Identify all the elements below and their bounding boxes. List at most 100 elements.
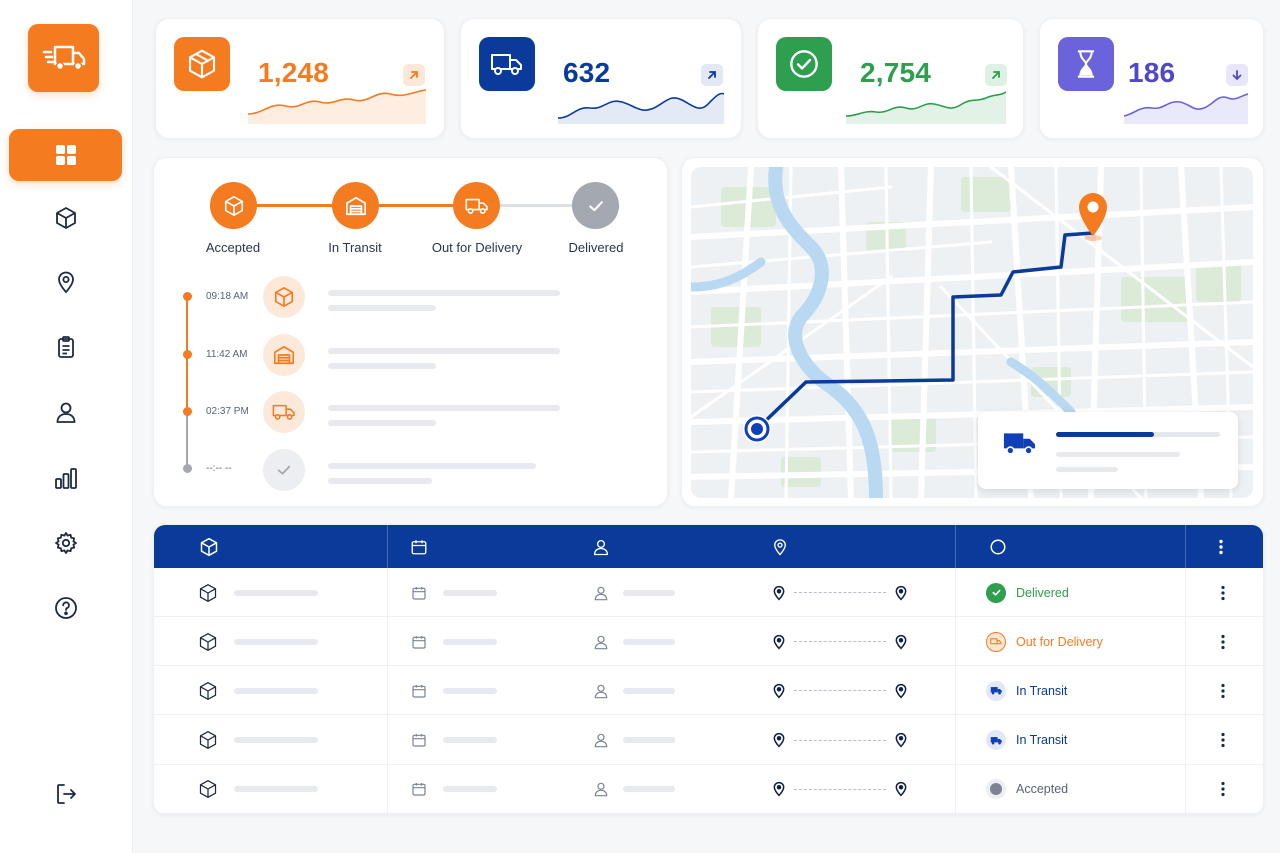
truck-icon [990, 687, 1002, 695]
row-actions-button[interactable] [1220, 765, 1226, 814]
map-pin-icon [895, 683, 907, 699]
status-cell: Out for Delivery [986, 617, 1103, 666]
nav-shipments[interactable] [9, 192, 122, 244]
box-icon [199, 681, 217, 700]
map-pin-icon [773, 683, 785, 699]
more-vertical-icon [1219, 539, 1223, 554]
status-cell: Accepted [986, 765, 1068, 814]
warehouse-icon [274, 345, 294, 365]
app-logo[interactable] [28, 24, 99, 92]
timeline-dot [183, 292, 192, 301]
row-actions-button[interactable] [1220, 617, 1226, 666]
map-pin-icon [773, 634, 785, 650]
row-actions-button[interactable] [1220, 716, 1226, 765]
date-cell [411, 765, 497, 814]
box-icon [200, 537, 218, 556]
route-progress-track [1056, 432, 1220, 437]
placeholder-line [623, 638, 675, 645]
more-vertical-icon [1221, 634, 1225, 649]
table-row[interactable]: In Transit [154, 666, 1263, 716]
placeholder-line [328, 363, 436, 369]
route-cell [772, 617, 908, 666]
bar-chart-icon [54, 468, 77, 489]
kpi-card-delivered[interactable]: 2,754 [757, 18, 1024, 139]
nav-customers[interactable] [9, 386, 122, 438]
map-pin-icon [773, 782, 785, 797]
settings-icon [54, 532, 77, 554]
column-header-route[interactable] [771, 525, 789, 568]
row-actions-button[interactable] [1220, 666, 1226, 715]
status-label: In Transit [1016, 683, 1068, 698]
customer-cell [593, 716, 675, 765]
user-icon [56, 402, 75, 423]
dashboard-grid-icon [55, 145, 76, 165]
column-header-date[interactable] [410, 525, 428, 568]
nav-orders[interactable] [9, 321, 122, 373]
table-row[interactable]: Out for Delivery [154, 617, 1263, 667]
nav-locations[interactable] [9, 256, 122, 308]
calendar-icon [412, 635, 426, 649]
placeholder-line [328, 348, 560, 354]
box-icon [199, 632, 217, 651]
package-cell [198, 666, 318, 715]
logout-button[interactable] [9, 768, 122, 820]
kpi-card-total[interactable]: 1,248 [155, 18, 445, 139]
map-pin-icon [773, 585, 785, 601]
nav-analytics[interactable] [9, 452, 122, 504]
placeholder-line [1056, 467, 1118, 472]
placeholder-line [623, 589, 675, 596]
kpi-sparkline [558, 92, 724, 124]
header-divider [387, 525, 388, 568]
sidebar [0, 0, 133, 853]
user-icon [594, 586, 608, 600]
column-header-status[interactable] [989, 525, 1007, 568]
nav-dashboard[interactable] [9, 129, 122, 181]
step-out-for-delivery [453, 182, 500, 229]
kpi-icon-badge [174, 37, 230, 91]
box-icon [199, 583, 217, 602]
timeline-time: --:-- -- [206, 463, 232, 474]
column-header-customer[interactable] [592, 525, 610, 568]
row-actions-button[interactable] [1220, 568, 1226, 617]
date-cell [411, 716, 497, 765]
truck-icon [1003, 433, 1035, 455]
timeline-icon [263, 334, 305, 376]
column-header-actions[interactable] [1218, 525, 1224, 568]
customer-cell [593, 666, 675, 715]
nav-help[interactable] [9, 582, 122, 634]
calendar-icon [412, 783, 426, 796]
placeholder-line [328, 463, 536, 469]
table-row[interactable]: Accepted [154, 765, 1263, 814]
user-icon [594, 733, 608, 748]
placeholder-line [623, 687, 675, 694]
kpi-icon-badge [1058, 37, 1114, 91]
status-label: Accepted [1016, 782, 1069, 797]
truck-icon [42, 45, 85, 71]
package-cell [198, 765, 318, 814]
kpi-value: 186 [1128, 57, 1176, 88]
table-header [154, 525, 1263, 568]
kpi-card-in-transit[interactable]: 632 [460, 18, 742, 139]
dot-icon [990, 783, 1002, 796]
column-header-package[interactable] [199, 525, 219, 568]
box-icon [224, 195, 243, 216]
kpi-icon-badge [479, 37, 535, 91]
placeholder-line [1056, 452, 1180, 457]
route-cell [772, 666, 908, 715]
step-accepted [210, 182, 257, 229]
status-badge [986, 631, 1006, 652]
table-row[interactable]: Delivered [154, 568, 1263, 617]
logout-icon [56, 784, 76, 804]
truck-icon [990, 736, 1002, 745]
box-icon [55, 207, 76, 229]
table-row[interactable]: In Transit [154, 716, 1263, 765]
nav-settings[interactable] [9, 517, 122, 569]
box-icon [274, 287, 294, 307]
placeholder-line [623, 786, 675, 793]
route-map[interactable] [691, 167, 1253, 498]
placeholder-line [443, 687, 497, 694]
placeholder-line [623, 737, 675, 744]
placeholder-line [328, 290, 560, 296]
vehicle-info-panel[interactable] [978, 412, 1238, 489]
kpi-card-pending[interactable]: 186 [1039, 18, 1264, 139]
